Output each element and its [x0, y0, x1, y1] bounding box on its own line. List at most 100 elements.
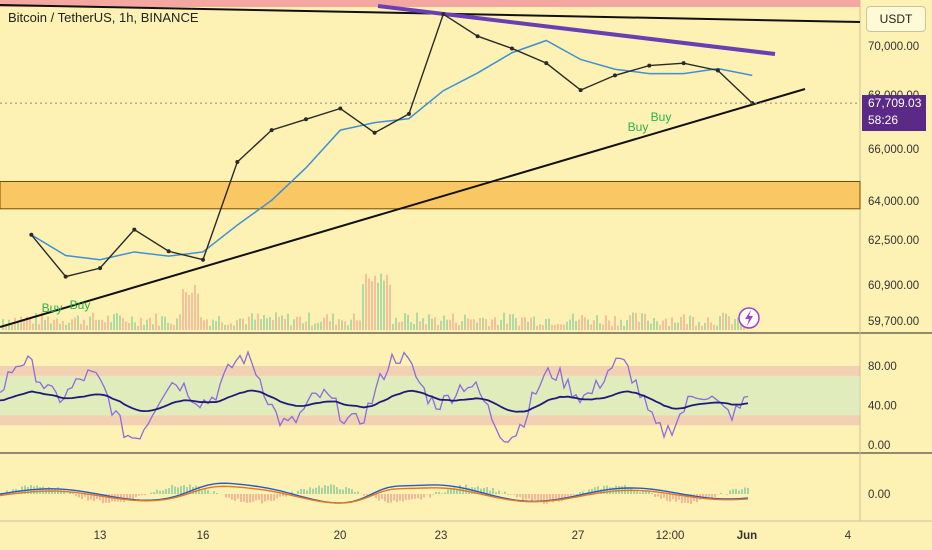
- volume-bar: [167, 322, 169, 330]
- price-axis-tick: 66,000.00: [868, 144, 919, 156]
- macd-histogram-bar: [555, 494, 557, 500]
- price-point: [441, 12, 446, 17]
- volume-bar: [668, 325, 670, 330]
- buy-label: Buy: [70, 298, 91, 312]
- macd-histogram-bar: [480, 488, 482, 494]
- volume-bar: [623, 325, 625, 330]
- volume-bar: [155, 313, 157, 330]
- volume-bar: [245, 324, 247, 330]
- macd-histogram-bar: [363, 494, 365, 496]
- volume-bar: [713, 324, 715, 330]
- macd-histogram-bar: [660, 494, 662, 499]
- macd-histogram-bar: [357, 491, 359, 494]
- volume-bar: [527, 321, 529, 330]
- volume-bar: [134, 322, 136, 330]
- volume-bar: [446, 319, 448, 330]
- price-point: [166, 249, 171, 254]
- volume-bar: [335, 324, 337, 330]
- currency-button[interactable]: USDT: [866, 6, 926, 32]
- bar-countdown: 58:26: [868, 113, 899, 127]
- time-axis-tick: 27: [572, 530, 585, 542]
- volume-bar: [284, 318, 286, 330]
- volume-bar: [632, 312, 634, 330]
- volume-bar: [251, 313, 253, 330]
- macd-histogram-bar: [672, 494, 674, 500]
- macd-histogram-bar: [492, 487, 494, 494]
- macd-histogram-bar: [237, 494, 239, 499]
- macd-histogram-bar: [444, 492, 446, 494]
- macd-histogram-bar: [345, 487, 347, 494]
- macd-histogram-bar: [336, 487, 338, 494]
- volume-bar: [491, 319, 493, 330]
- lower-trendline: [0, 88, 806, 328]
- macd-histogram-bar: [567, 494, 569, 497]
- macd-histogram-bar: [258, 494, 260, 500]
- volume-bar: [383, 280, 385, 330]
- macd-histogram-bar: [591, 488, 593, 494]
- macd-histogram-bar: [552, 494, 554, 503]
- volume-bar: [464, 314, 466, 330]
- volume-bar: [146, 319, 148, 330]
- price-point: [303, 117, 308, 122]
- volume-bar: [116, 313, 118, 330]
- macd-histogram-bar: [561, 494, 563, 502]
- volume-bar: [275, 312, 277, 330]
- macd-histogram-bar: [255, 494, 257, 501]
- volume-bar: [488, 325, 490, 330]
- volume-bar: [86, 325, 88, 330]
- volume-bar: [290, 325, 292, 330]
- macd-histogram-bar: [378, 494, 380, 501]
- volume-bar: [590, 324, 592, 330]
- macd-histogram-bar: [594, 487, 596, 494]
- macd-histogram-bar: [168, 488, 170, 494]
- macd-histogram-bar: [228, 494, 230, 498]
- volume-bar: [404, 313, 406, 330]
- volume-bar: [131, 316, 133, 330]
- volume-bar: [143, 324, 145, 330]
- macd-histogram-bar: [261, 494, 263, 504]
- volume-bar: [671, 317, 673, 330]
- price-point: [98, 266, 102, 271]
- volume-bar: [341, 320, 343, 330]
- volume-bar: [569, 319, 571, 330]
- volume-bar: [416, 312, 418, 330]
- lightning-glyph: [745, 310, 753, 326]
- macd-histogram-bar: [537, 494, 539, 502]
- macd-histogram-bar: [531, 494, 533, 502]
- price-point: [132, 227, 137, 232]
- volume-bar: [179, 314, 181, 330]
- macd-histogram-bar: [438, 491, 440, 494]
- volume-bar: [230, 323, 232, 330]
- volume-bar: [164, 316, 166, 330]
- volume-bar: [365, 274, 367, 330]
- volume-bar: [518, 325, 520, 330]
- volume-bar: [380, 273, 382, 330]
- macd-histogram-bar: [573, 494, 575, 495]
- macd-histogram-bar: [24, 485, 26, 494]
- macd-histogram-bar: [513, 494, 515, 495]
- volume-bar: [638, 321, 640, 330]
- volume-bar: [650, 323, 652, 330]
- volume-bar: [659, 324, 661, 330]
- macd-histogram-bar: [333, 484, 335, 494]
- macd-histogram-bar: [144, 494, 146, 496]
- volume-bar: [113, 313, 115, 330]
- volume-bar: [92, 312, 94, 330]
- macd-histogram-bar: [204, 488, 206, 494]
- volume-bar: [374, 275, 376, 330]
- volume-bar: [602, 324, 604, 330]
- oscillator-axis-tick: 80.00: [868, 361, 897, 373]
- price-point: [338, 106, 343, 111]
- volume-bar: [359, 320, 361, 330]
- volume-bar: [575, 320, 577, 330]
- volume-bar: [524, 317, 526, 330]
- volume-bar: [95, 319, 97, 330]
- volume-bar: [140, 317, 142, 330]
- price-point: [29, 232, 34, 237]
- volume-bar: [608, 320, 610, 330]
- volume-bar: [197, 293, 199, 330]
- volume-bar: [293, 319, 295, 330]
- volume-bar: [14, 317, 16, 330]
- macd-histogram-bar: [276, 494, 278, 499]
